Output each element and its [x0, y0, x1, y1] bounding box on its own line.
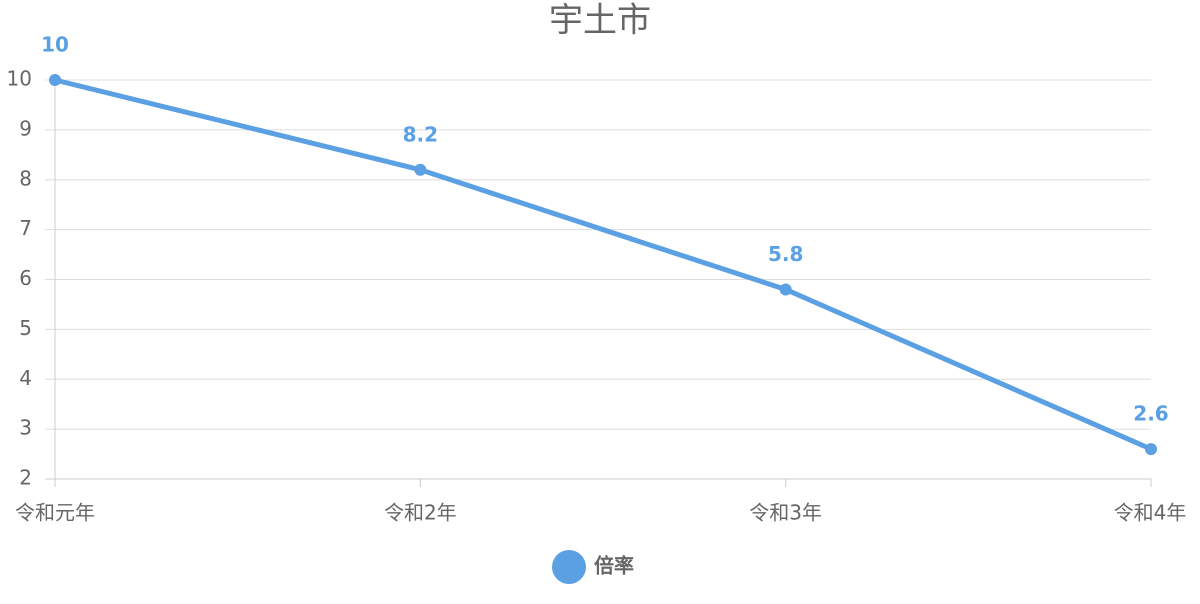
y-tick-label: 7: [19, 216, 32, 240]
y-tick-label: 3: [19, 416, 32, 440]
data-label: 8.2: [403, 122, 438, 146]
x-tick-label: 令和3年: [749, 501, 822, 525]
y-tick-label: 5: [19, 316, 32, 340]
data-label: 2.6: [1133, 402, 1168, 426]
point: [49, 74, 61, 86]
y-tick-label: 10: [7, 67, 32, 91]
line: [54, 77, 1153, 452]
y-tick-label: 4: [19, 366, 32, 390]
y-tick-label: 6: [19, 266, 32, 290]
x-tick-label: 令和4年: [1114, 501, 1187, 525]
point: [414, 163, 427, 176]
x-tick-label: 令和2年: [384, 501, 457, 525]
legend-marker: [552, 550, 586, 584]
y-tick-label: 9: [19, 116, 32, 140]
data-label: 10: [41, 33, 69, 57]
point: [1145, 443, 1157, 456]
y-tick-label: 8: [19, 166, 32, 190]
y-tick-label: 2: [19, 466, 32, 490]
x-tick-label: 令和元年: [15, 501, 95, 525]
data-label: 5.8: [768, 242, 803, 266]
legend-label: 倍率: [594, 554, 634, 578]
chart-title: 宇土市: [549, 1, 651, 41]
point: [779, 283, 792, 296]
